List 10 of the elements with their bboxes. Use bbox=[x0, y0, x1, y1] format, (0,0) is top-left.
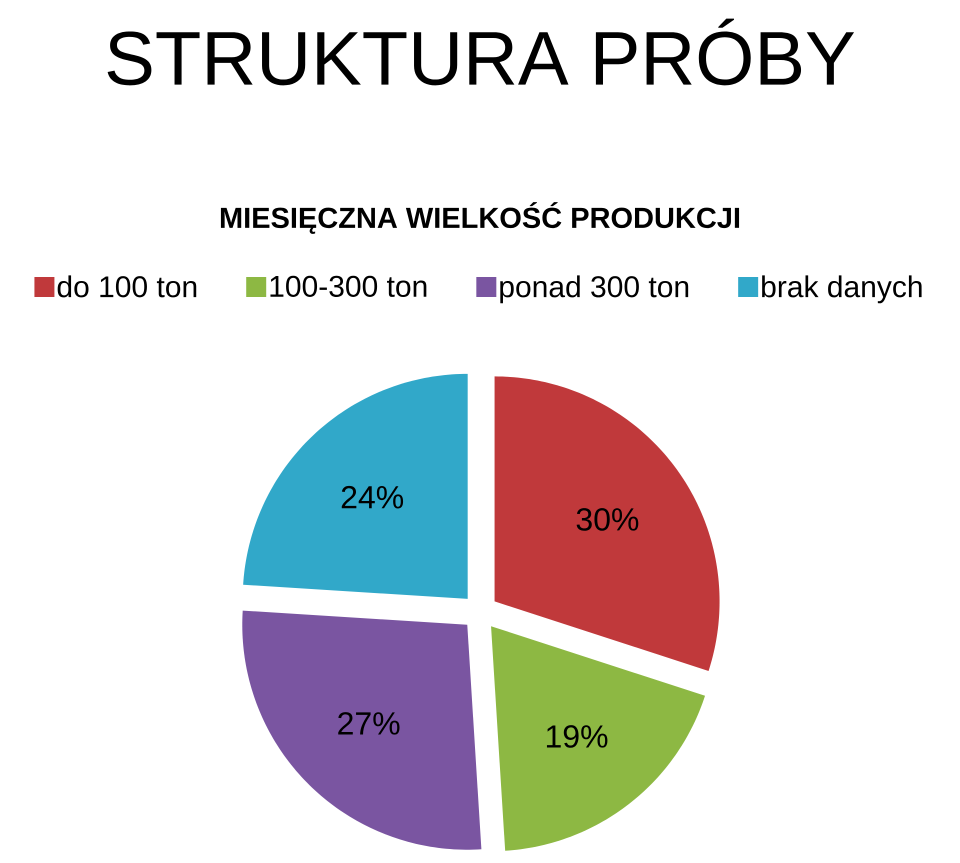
legend-label: do 100 ton bbox=[58, 275, 196, 298]
chart-subtitle: MIESIĘCZNA WIELKOŚĆ PRODUKCJI bbox=[220, 202, 740, 234]
chart-title: STRUKTURA PRÓBY bbox=[108, 18, 854, 86]
data-label: 30% bbox=[576, 508, 638, 531]
legend-label: ponad 300 ton bbox=[500, 275, 688, 304]
legend-label: brak danych bbox=[762, 275, 922, 304]
legend-label: 100-300 ton bbox=[270, 276, 426, 297]
data-label: 24% bbox=[342, 486, 404, 508]
data-label: 19% bbox=[546, 725, 608, 748]
data-label: 27% bbox=[338, 712, 400, 735]
